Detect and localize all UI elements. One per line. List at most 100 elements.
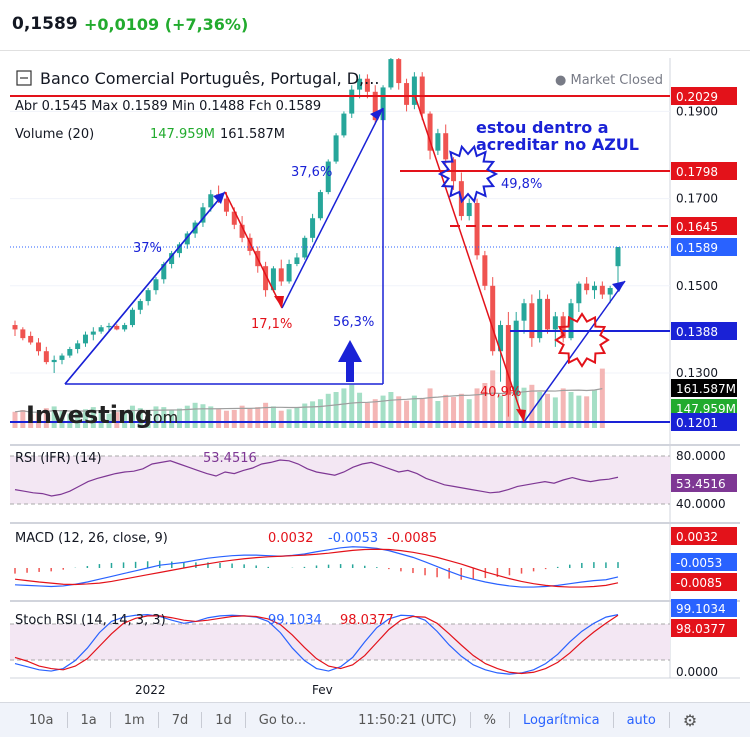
volume-bar (427, 388, 433, 428)
candle-body (333, 135, 339, 162)
volume-bar (513, 381, 519, 428)
volume-label: Volume (20) (15, 127, 94, 142)
clock-readout[interactable]: 11:50:21 (UTC) (358, 712, 457, 728)
price-axis-tag (671, 162, 737, 180)
volume-bar (200, 404, 206, 428)
candle-body (310, 218, 316, 238)
go-to-button[interactable]: Go to... (258, 712, 307, 728)
log-scale-toggle[interactable]: Logarítmica (522, 712, 600, 728)
candle-body (427, 113, 433, 151)
rsi-band (10, 456, 670, 504)
candle-body (443, 133, 449, 160)
candle-body (568, 303, 574, 339)
price-axis-tag-label: 0.2029 (676, 90, 718, 104)
rsi-line (14, 459, 619, 497)
price-axis-tag (671, 238, 737, 256)
volume-bar (599, 368, 605, 428)
rsi-label: RSI (IFR) (14) (15, 451, 102, 466)
blue-starburst-icon (437, 144, 499, 204)
stoch-axis-tag-label: 99.1034 (676, 602, 726, 616)
candle-body (137, 301, 143, 310)
volume-bar (286, 409, 292, 428)
volume-bar (192, 402, 198, 428)
volume-bar (278, 410, 284, 428)
candle-body (286, 264, 292, 282)
volume-bar (419, 398, 425, 428)
range-1m-button[interactable]: 1m (123, 712, 145, 728)
volume-bar (35, 412, 41, 428)
candle-body (67, 349, 73, 356)
volume-bar (59, 410, 65, 428)
candle-body (82, 334, 88, 344)
candle-body (482, 255, 488, 286)
settings-gear-icon[interactable]: ⚙ (682, 710, 698, 730)
range-7d-button[interactable]: 7d (171, 712, 189, 728)
candle-body (184, 233, 190, 245)
up-arrow-head (338, 340, 362, 362)
range-10y-button[interactable]: 10a (29, 712, 54, 728)
candle-body (364, 78, 370, 92)
volume-bar (357, 392, 363, 428)
volume-value-2: 161.587M (220, 127, 285, 142)
percent-toggle[interactable]: % (483, 712, 496, 728)
chart-container[interactable]: 0.21000.19000.17000.15000.130037%17,1%37… (10, 58, 740, 700)
label-37-percent: 37% (133, 241, 162, 256)
volume-bar (129, 405, 135, 428)
toolbar-divider (508, 712, 510, 728)
investing-logo-suffix: .com (139, 408, 178, 427)
candle-body (51, 359, 57, 363)
chart-canvas[interactable]: 0.21000.19000.17000.15000.130037%17,1%37… (10, 58, 740, 700)
candle-body (176, 244, 182, 254)
toolbar-divider (109, 712, 111, 728)
price-axis-tag-label: 161.587M (676, 382, 736, 396)
volume-bar (498, 395, 504, 428)
volume-bar (216, 409, 222, 428)
candle-body (505, 325, 511, 395)
volume-ma-line (14, 388, 603, 413)
candle-body (294, 257, 300, 265)
label-37-6-percent: 37,6% (291, 165, 332, 180)
candle-body (231, 211, 237, 225)
price-tick-label: 0.1300 (676, 366, 718, 380)
candle-body (529, 303, 535, 339)
macd-axis-tag-label: -0.0085 (676, 576, 722, 590)
collapse-pane-icon[interactable] (16, 70, 32, 86)
range-1d-button[interactable]: 1d (215, 712, 232, 728)
stoch-axis-tag-label: 98.0377 (676, 622, 726, 636)
volume-bar (537, 392, 543, 428)
chart-title: Banco Comercial Português, Portugal, D,.… (40, 69, 379, 88)
note-line-1: estou dentro a (476, 118, 609, 137)
arrowhead-5 (612, 281, 625, 292)
volume-bar (568, 392, 574, 428)
volume-bar (223, 410, 229, 428)
candle-body (357, 78, 363, 90)
stoch-tick-label: 0.0000 (676, 665, 718, 679)
candle-body (161, 264, 167, 280)
auto-scale-toggle[interactable]: auto (626, 712, 656, 728)
volume-bar (122, 410, 128, 428)
price-axis-tag (671, 413, 737, 431)
candle-body (317, 192, 323, 219)
price-tick-label: 0.1500 (676, 279, 718, 293)
volume-bar (51, 406, 57, 428)
candle-body (145, 290, 151, 302)
price-axis-tag-label: 0.1645 (676, 220, 718, 234)
rsi-value: 53.4516 (203, 451, 257, 466)
candle-body (98, 327, 104, 332)
volume-bar (270, 406, 276, 428)
candle-body (278, 268, 284, 282)
arrowhead-2 (274, 296, 284, 308)
trend-line-down-2 (414, 95, 525, 423)
volume-bar (349, 384, 355, 428)
volume-bar (302, 403, 308, 428)
range-1y-button[interactable]: 1a (80, 712, 97, 728)
volume-bar (184, 405, 190, 428)
rsi-axis-tag-label: 53.4516 (676, 477, 726, 491)
toolbar-divider (66, 712, 68, 728)
volume-bar (404, 400, 410, 428)
candle-body (169, 253, 175, 265)
volume-bar (247, 408, 253, 428)
macd-axis-tag (671, 573, 737, 591)
volume-bar (396, 396, 402, 428)
candle-body (12, 325, 18, 330)
